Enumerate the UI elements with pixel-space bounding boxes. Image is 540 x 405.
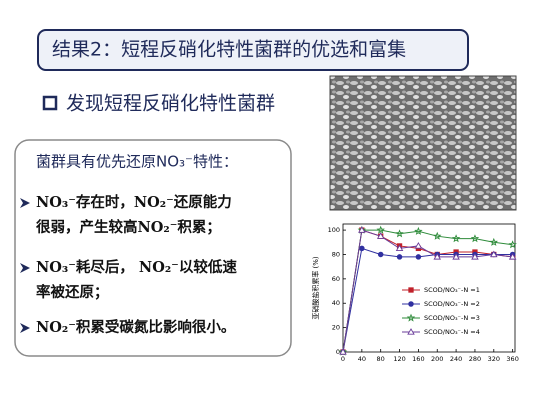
- marker: [414, 226, 423, 235]
- x-tick-label: 120: [393, 355, 405, 363]
- legend-label: SCOD/NO₃⁻-N =3: [424, 314, 480, 322]
- marker: [376, 232, 385, 239]
- title: 结果2：短程反硝化特性菌群的优选和富集: [52, 39, 406, 61]
- y-tick-label: 100: [328, 226, 340, 234]
- marker: [452, 253, 460, 260]
- y-axis-label: 亚硝酸盐积累率 (%): [311, 256, 320, 320]
- x-tick-label: 320: [488, 355, 500, 363]
- marker: [508, 253, 517, 260]
- legend-label: SCOD/NO₃⁻-N =2: [424, 300, 480, 308]
- bullet-arrow: [20, 198, 30, 208]
- x-tick-label: 0: [341, 355, 345, 363]
- marker: [490, 250, 498, 258]
- marker: [415, 254, 422, 260]
- box-intro: 菌群具有优先还原NO₃⁻特性：: [36, 153, 238, 171]
- plot-frame: [342, 223, 516, 353]
- y-tick-label: 60: [332, 275, 340, 283]
- marker: [471, 253, 479, 260]
- bullet-line: 率被还原；: [36, 283, 109, 301]
- bullet-arrow: [20, 263, 30, 273]
- title-box: [37, 29, 469, 71]
- bullet-line: NO₃⁻耗尽后， NO₂⁻以较低速: [36, 258, 237, 276]
- marker: [376, 225, 385, 234]
- y-tick-label: 0: [336, 348, 340, 356]
- series-line: [342, 229, 513, 353]
- marker: [339, 348, 347, 355]
- legend-marker: [407, 328, 415, 335]
- chart-background: [300, 214, 528, 399]
- marker: [470, 234, 480, 243]
- x-tick-label: 160: [412, 355, 424, 363]
- sem-image: [329, 75, 517, 211]
- y-tick-label: 40: [332, 299, 340, 307]
- text-box: [14, 139, 292, 357]
- marker: [489, 237, 498, 246]
- bullet-line: NO₃⁻存在时，NO₂⁻还原能力: [36, 193, 232, 211]
- marker: [396, 254, 403, 260]
- x-tick-label: 280: [469, 355, 481, 363]
- marker: [451, 234, 461, 243]
- marker: [414, 242, 423, 249]
- marker: [395, 244, 404, 252]
- bullet-arrow: [20, 323, 30, 333]
- y-tick-label: 20: [332, 324, 340, 332]
- marker: [395, 229, 404, 238]
- marker: [359, 245, 365, 252]
- legend-label: SCOD/NO₃⁻-N =4: [424, 328, 480, 336]
- x-tick-label: 40: [358, 355, 366, 363]
- x-tick-label: 200: [431, 355, 443, 363]
- legend-marker: [408, 301, 414, 307]
- legend-marker: [408, 287, 414, 293]
- series-line: [342, 229, 513, 353]
- series-line: [342, 247, 513, 353]
- section-heading: 发现短程反硝化特性菌群: [66, 93, 275, 115]
- legend-label: SCOD/NO₃⁻-N =1: [424, 286, 480, 294]
- x-tick-label: 240: [450, 355, 462, 363]
- y-tick-label: 80: [332, 250, 340, 258]
- marker: [433, 253, 442, 260]
- bullet-square: [42, 95, 58, 111]
- bullet-line: NO₂⁻积累受碳氮比影响很小。: [36, 318, 235, 336]
- x-tick-label: 80: [377, 355, 385, 363]
- bullet-line: 很弱，产生较高NO₂⁻积累；: [35, 218, 221, 236]
- legend-marker: [406, 313, 416, 322]
- marker: [433, 231, 442, 240]
- x-tick-label: 360: [506, 355, 518, 363]
- marker: [377, 251, 384, 258]
- marker: [508, 240, 517, 249]
- marker: [358, 226, 366, 233]
